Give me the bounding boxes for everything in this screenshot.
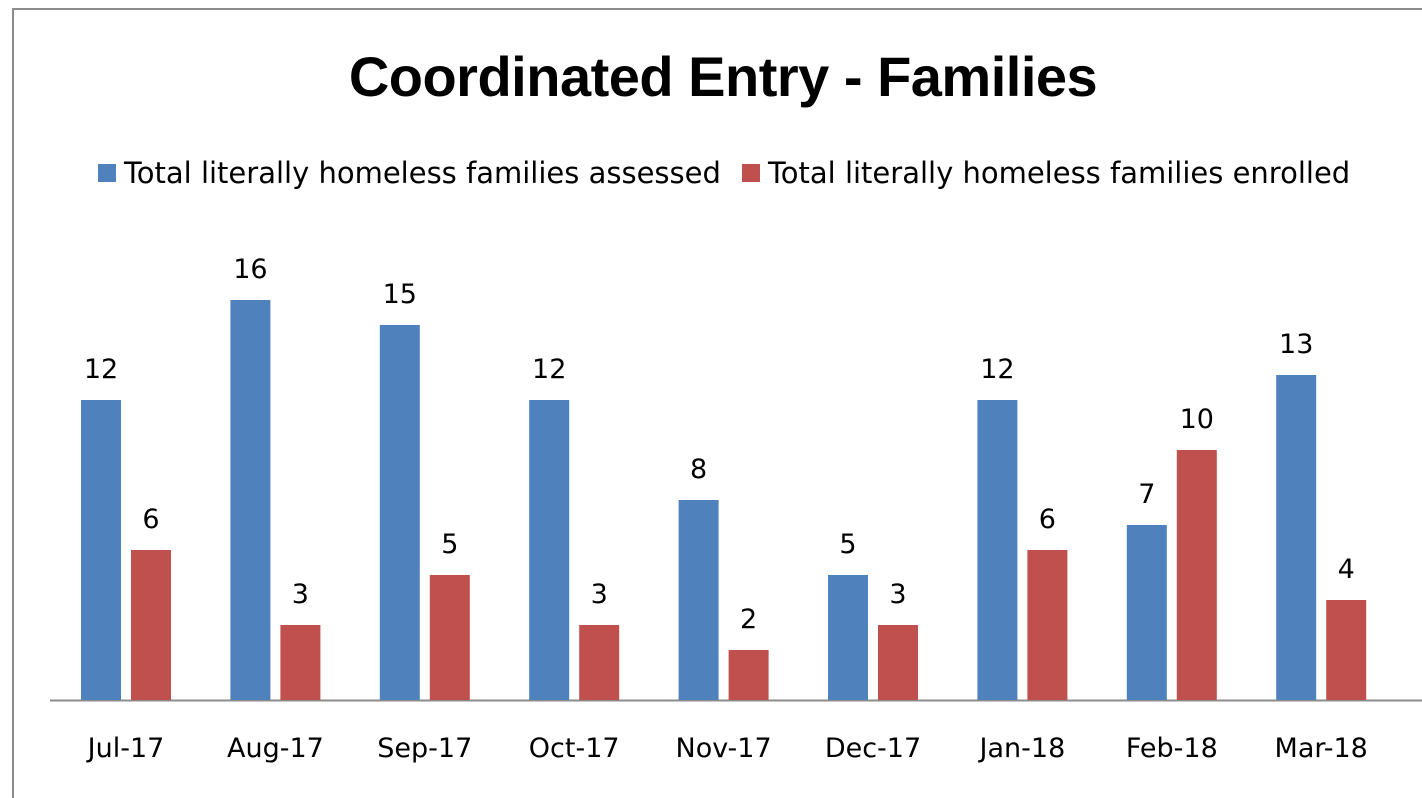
- legend-swatch-enrolled: [742, 164, 760, 182]
- legend-swatch-assessed: [98, 164, 116, 182]
- x-tick-label-Jan-18: Jan-18: [978, 733, 1066, 764]
- x-tick-label-Jul-17: Jul-17: [86, 733, 165, 764]
- data-label-assessed-Feb-18: 7: [1138, 479, 1155, 510]
- bar-enrolled-Mar-18: [1326, 600, 1367, 700]
- data-label-enrolled-Mar-18: 4: [1338, 554, 1355, 585]
- bar-assessed-Feb-18: [1126, 525, 1167, 700]
- data-label-enrolled-Aug-17: 3: [292, 579, 309, 610]
- x-tick-label-Nov-17: Nov-17: [676, 733, 772, 764]
- chart-title: Coordinated Entry - Families: [348, 45, 1098, 108]
- bar-enrolled-Jul-17: [131, 550, 171, 700]
- x-tick-label-Dec-17: Dec-17: [825, 733, 921, 764]
- legend-label-enrolled: Total literally homeless families enroll…: [768, 156, 1351, 190]
- bar-assessed-Jul-17: [81, 400, 121, 700]
- data-label-enrolled-Sep-17: 5: [441, 529, 458, 560]
- legend: Total literally homeless families assess…: [0, 156, 1422, 192]
- x-tick-label-Aug-17: Aug-17: [227, 733, 324, 764]
- bar-enrolled-Jan-18: [1027, 550, 1068, 700]
- bar-enrolled-Nov-17: [728, 650, 769, 700]
- legend-item-assessed: Total literally homeless families assess…: [98, 156, 721, 190]
- data-label-enrolled-Oct-17: 3: [591, 579, 608, 610]
- bar-enrolled-Aug-17: [280, 625, 321, 700]
- bar-assessed-Sep-17: [379, 325, 420, 700]
- data-label-assessed-Dec-17: 5: [839, 529, 856, 560]
- x-tick-label-Oct-17: Oct-17: [529, 733, 620, 764]
- data-label-assessed-Mar-18: 13: [1279, 329, 1313, 360]
- bar-enrolled-Sep-17: [429, 575, 470, 700]
- data-label-assessed-Sep-17: 15: [383, 279, 417, 310]
- data-label-assessed-Nov-17: 8: [690, 454, 707, 485]
- data-label-assessed-Aug-17: 16: [233, 254, 267, 285]
- data-label-assessed-Jan-18: 12: [980, 354, 1014, 385]
- data-label-assessed-Oct-17: 12: [532, 354, 566, 385]
- bar-assessed-Jan-18: [977, 400, 1018, 700]
- data-label-assessed-Jul-17: 12: [84, 354, 118, 385]
- legend-label-assessed: Total literally homeless families assess…: [124, 156, 721, 190]
- data-label-enrolled-Jan-18: 6: [1039, 504, 1056, 535]
- bar-enrolled-Dec-17: [878, 625, 918, 700]
- legend-item-enrolled: Total literally homeless families enroll…: [742, 156, 1350, 190]
- data-label-enrolled-Nov-17: 2: [740, 604, 757, 635]
- bar-enrolled-Oct-17: [579, 625, 620, 700]
- bar-assessed-Oct-17: [529, 400, 570, 700]
- x-tick-label-Mar-18: Mar-18: [1275, 733, 1368, 764]
- bar-assessed-Dec-17: [828, 575, 868, 700]
- data-label-enrolled-Jul-17: 6: [142, 504, 159, 535]
- bar-assessed-Aug-17: [230, 300, 271, 700]
- x-tick-label-Feb-18: Feb-18: [1126, 733, 1218, 764]
- data-label-enrolled-Dec-17: 3: [889, 579, 906, 610]
- bar-enrolled-Feb-18: [1176, 450, 1217, 700]
- chart-frame: [12, 8, 1422, 798]
- bar-assessed-Nov-17: [678, 500, 719, 700]
- data-label-enrolled-Feb-18: 10: [1180, 404, 1214, 435]
- x-tick-label-Sep-17: Sep-17: [377, 733, 472, 764]
- bar-assessed-Mar-18: [1276, 375, 1317, 700]
